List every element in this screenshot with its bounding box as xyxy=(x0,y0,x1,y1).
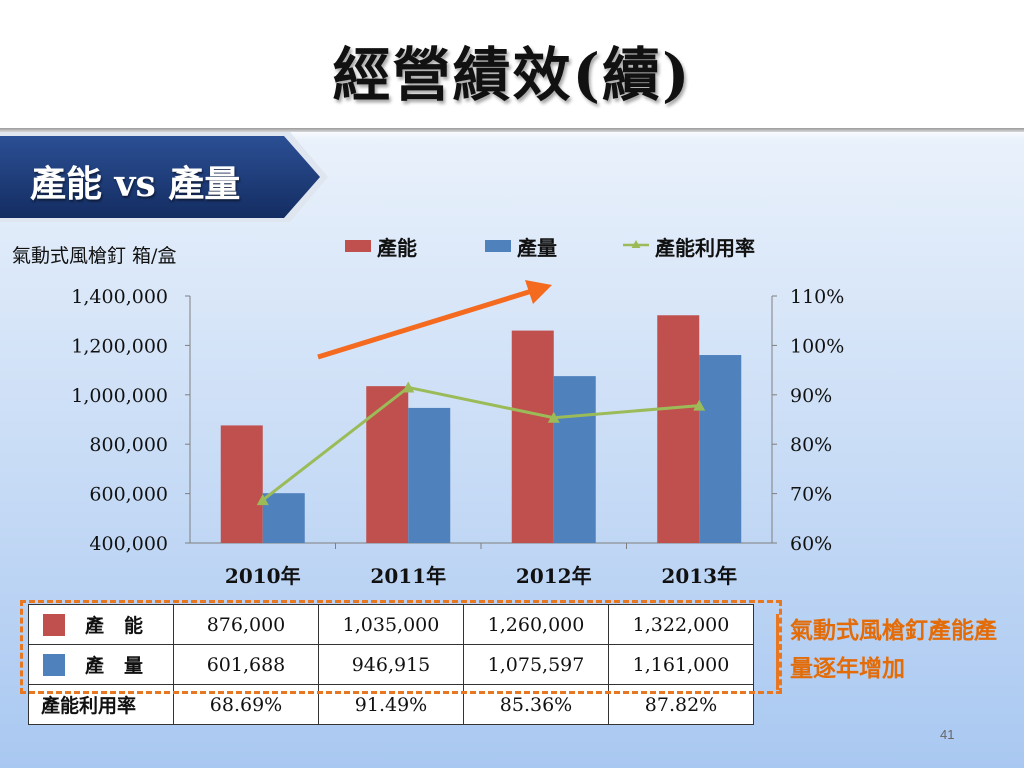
row-label: 產量 xyxy=(85,655,164,677)
bar-output xyxy=(262,493,305,543)
bar-capacity xyxy=(220,425,263,543)
row-color-swatch xyxy=(43,613,65,636)
x-tick-label: 2010年 xyxy=(225,564,301,588)
note-bracket xyxy=(776,614,781,690)
y-right-tick-label: 90% xyxy=(790,385,832,407)
legend-label-utilization: 產能利用率 xyxy=(655,236,755,260)
title-divider xyxy=(0,128,1024,132)
table-cell: 601,688 xyxy=(173,644,319,685)
x-tick-label: 2011年 xyxy=(370,564,446,588)
legend-label-output: 產量 xyxy=(517,236,557,260)
combo-chart: 400,000 60% 600,000 70% 800,000 80% 1,000,000 9… xyxy=(71,280,844,588)
utilization-line xyxy=(261,385,700,502)
y-left-tick-label: 1,200,000 xyxy=(71,335,168,357)
legend-label-capacity: 產能 xyxy=(377,236,417,260)
x-tick-label: 2013年 xyxy=(661,564,737,588)
slide-title: 經營績效(續) xyxy=(332,41,692,109)
y-right-tick-label: 100% xyxy=(790,335,844,357)
bar-output xyxy=(553,376,596,543)
bar-capacity xyxy=(366,386,409,543)
table-cell: 1,161,000 xyxy=(608,644,754,685)
table-cell: 1,075,597 xyxy=(463,644,609,685)
table-cell: 1,035,000 xyxy=(318,604,464,645)
y-left-tick-label: 600,000 xyxy=(89,484,168,506)
table-row-header: 產能 xyxy=(28,604,174,645)
table-cell: 946,915 xyxy=(318,644,464,685)
section-banner xyxy=(0,132,328,222)
y-right-tick-label: 80% xyxy=(790,434,832,456)
y-right-tick-label: 60% xyxy=(790,533,832,555)
table-cell: 1,322,000 xyxy=(608,604,754,645)
legend-swatch-utilization xyxy=(623,240,649,248)
y-right-tick-label: 110% xyxy=(790,286,844,308)
unit-label: 氣動式風槍釘 箱/盒 xyxy=(12,245,177,267)
table-cell: 85.36% xyxy=(463,684,609,725)
bar-output xyxy=(699,355,742,543)
legend-swatch-capacity xyxy=(345,240,371,252)
page-number: 41 xyxy=(940,727,955,742)
table-cell: 68.69% xyxy=(173,684,319,725)
row-label: 產能 xyxy=(85,615,164,637)
table-row: 產能利用率 68.69% 91.49% 85.36% 87.82% xyxy=(28,684,754,725)
y-left-tick-label: 1,000,000 xyxy=(71,385,168,407)
utilization-point xyxy=(547,411,560,423)
y-right-tick-label: 70% xyxy=(790,484,832,506)
x-tick-label: 2012年 xyxy=(516,564,592,588)
y-left-tick-label: 400,000 xyxy=(89,533,168,555)
trend-arrow-line xyxy=(317,288,533,360)
table-cell: 87.82% xyxy=(608,684,754,725)
table-cell: 91.49% xyxy=(318,684,464,725)
section-banner-text: 產能 vs 產量 xyxy=(30,163,241,205)
utilization-point xyxy=(693,399,706,411)
legend-swatch-output xyxy=(485,240,511,252)
bar-capacity xyxy=(511,330,554,543)
data-table: 產能 876,000 1,035,000 1,260,000 1,322,000 產量 60… xyxy=(28,604,754,725)
table-row: 產量 601,688 946,915 1,075,597 1,161,000 xyxy=(28,644,754,685)
row-label: 產能利用率 xyxy=(41,695,137,717)
trend-arrow-head xyxy=(525,280,552,304)
y-left-tick-label: 800,000 xyxy=(89,434,168,456)
bar-output xyxy=(408,407,451,543)
utilization-point xyxy=(402,381,415,393)
table-row-header: 產能利用率 xyxy=(28,684,174,725)
utilization-point xyxy=(256,494,269,506)
callout-note: 氣動式風槍釘產能產量逐年增加 xyxy=(790,617,997,682)
table-row-header: 產量 xyxy=(28,644,174,685)
table-row: 產能 876,000 1,035,000 1,260,000 1,322,000 xyxy=(28,604,754,645)
table-cell: 876,000 xyxy=(173,604,319,645)
bar-capacity xyxy=(657,315,700,543)
table-cell: 1,260,000 xyxy=(463,604,609,645)
row-color-swatch xyxy=(43,653,65,676)
y-left-tick-label: 1,400,000 xyxy=(71,286,168,308)
